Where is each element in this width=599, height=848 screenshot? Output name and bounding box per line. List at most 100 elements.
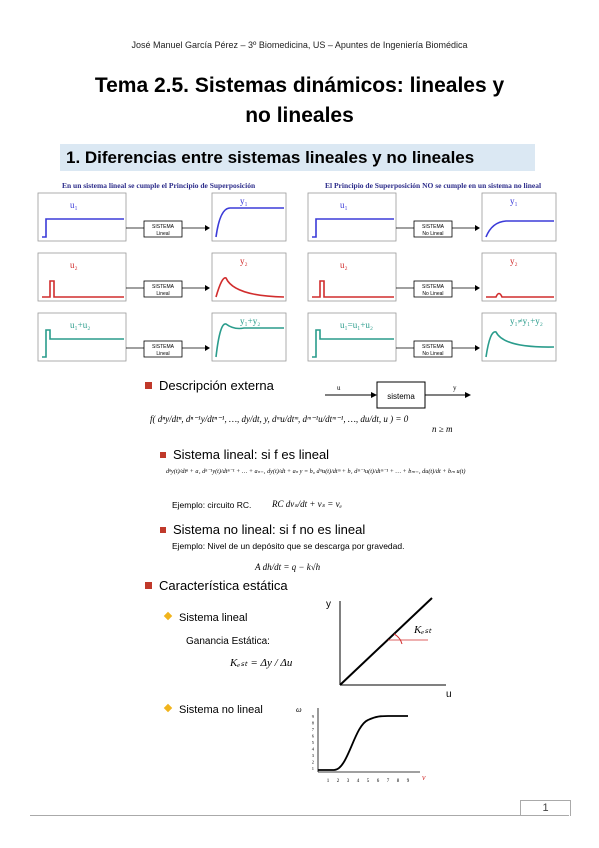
- input-signal-label: u₂: [70, 260, 78, 270]
- bullet-square-icon: [145, 582, 152, 589]
- bullet-square-icon: [145, 382, 152, 389]
- system-box-label: SISTEMA: [152, 284, 175, 290]
- output-signal-label: y₁: [240, 196, 248, 206]
- system-box-sublabel: No Lineal: [422, 351, 443, 357]
- nl-y-tick-label: 3: [312, 753, 315, 758]
- system-box-label: SISTEMA: [422, 224, 445, 230]
- system-box: [143, 340, 183, 358]
- output-signal: [486, 292, 554, 298]
- output-plot-panel: [481, 252, 557, 302]
- input-signal-label: u₁: [70, 200, 78, 210]
- tank-example-label: Ejemplo: Nivel de un depósito que se des…: [172, 541, 405, 551]
- diamond-bullet-icon: [163, 611, 173, 621]
- input-signal: [42, 280, 124, 298]
- title-line-1: Tema 2.5. Sistemas dinámicos: lineales y: [94, 74, 505, 97]
- input-signal-label: u₁: [340, 200, 348, 210]
- system-box-sublabel: Lineal: [156, 351, 169, 357]
- nl-y-tick-label: 8: [312, 721, 315, 726]
- input-signal-label: u₁=u₁+u₂: [340, 320, 373, 330]
- output-signal: [485, 220, 554, 238]
- input-plot-panel: [307, 312, 397, 362]
- output-plot-panel: [211, 312, 287, 362]
- rc-example-label: Ejemplo: circuito RC.: [172, 500, 252, 510]
- axis-y-label: y: [326, 599, 331, 610]
- sistema-no-lineal-static-item: Sistema no lineal: [163, 703, 263, 716]
- footer-rule: [30, 815, 569, 816]
- bullet-square-icon: [160, 452, 166, 458]
- sistema-lineal-label: Sistema lineal: si f es lineal: [173, 447, 330, 462]
- nl-x-tick-label: 8: [397, 779, 400, 784]
- nl-x-tick-label: 9: [407, 779, 410, 784]
- input-signal: [42, 329, 124, 358]
- input-signal: [312, 329, 394, 358]
- system-block-diagram: sistema u y: [325, 381, 471, 409]
- nl-sigmoid-curve: [318, 715, 408, 771]
- output-plot-panel: [211, 192, 287, 242]
- kest-label: Kₑₛₜ: [413, 624, 432, 636]
- nl-y-tick-label: 4: [312, 747, 315, 752]
- linear-line: [339, 597, 433, 686]
- output-signal: [485, 331, 555, 358]
- output-plot-panel: [481, 312, 557, 362]
- block-input-label: u: [337, 384, 341, 392]
- sistema-no-lineal-static-label: Sistema no lineal: [179, 704, 263, 716]
- output-signal-label: y₂: [240, 256, 248, 266]
- nl-x-tick-label: 1: [327, 779, 330, 784]
- system-box: [143, 280, 183, 298]
- system-box-sublabel: No Lineal: [422, 231, 443, 237]
- nl-x-tick-label: 2: [337, 779, 340, 784]
- sistema-no-lineal-item: Sistema no lineal: si f no es lineal: [160, 522, 365, 537]
- input-signal-label: u₁+u₂: [70, 320, 90, 330]
- system-box-label: SISTEMA: [422, 344, 445, 350]
- input-signal: [312, 218, 394, 238]
- output-signal: [215, 277, 285, 298]
- nl-axis-y-label: ω: [296, 705, 302, 714]
- tank-equation: A dh/dt = q − k√h: [255, 562, 321, 572]
- right-figure-caption: El Principio de Superposición NO se cump…: [325, 181, 542, 190]
- nl-y-tick-label: 6: [312, 734, 315, 739]
- input-plot-panel: [307, 252, 397, 302]
- page-number: 1: [520, 800, 571, 816]
- input-signal: [312, 280, 394, 298]
- ganancia-label: Ganancia Estática:: [186, 636, 270, 647]
- sistema-lineal-item: Sistema lineal: si f es lineal: [160, 447, 329, 462]
- document-title: Tema 2.5. Sistemas dinámicos: lineales y…: [40, 71, 559, 131]
- system-box: [413, 220, 453, 238]
- nl-y-tick-label: 5: [312, 740, 315, 745]
- sistema-no-lineal-label: Sistema no lineal: si f no es lineal: [173, 522, 366, 537]
- nl-x-tick-label: 7: [387, 779, 390, 784]
- output-signal: [215, 207, 284, 238]
- nl-y-tick-label: 9: [312, 714, 315, 719]
- sistema-lineal-static-item: Sistema lineal: [163, 611, 247, 624]
- system-box: [413, 340, 453, 358]
- nl-x-tick-label: 5: [367, 779, 370, 784]
- bullet-square-icon: [160, 527, 166, 533]
- linear-system-diagram: u₁SISTEMALinealy₁u₂SISTEMALinealy₂u₁+u₂S…: [37, 192, 287, 362]
- output-plot-panel: [481, 192, 557, 242]
- linear-static-chart: y u Kₑₛₜ: [326, 597, 452, 700]
- nl-y-tick-label: 1: [312, 766, 314, 771]
- diamond-bullet-icon: [163, 703, 173, 713]
- output-signal-label: y₂: [510, 256, 518, 266]
- block-output-label: y: [453, 384, 457, 392]
- kest-equation: Kₑₛₜ = Δy / Δu: [230, 657, 293, 669]
- nl-x-tick-label: 6: [377, 779, 380, 784]
- nl-y-tick-label: 7: [312, 727, 315, 732]
- axis-u-label: u: [446, 689, 452, 700]
- caract-estatica-item: Característica estática: [145, 578, 288, 593]
- section-heading: 1. Diferencias entre sistemas lineales y…: [60, 144, 535, 171]
- linear-ode-equation: dⁿy(t)/dtⁿ + a₁ dⁿ⁻¹y(t)/dtⁿ⁻¹ + … + aₙ₋…: [166, 468, 466, 475]
- desc-externa-label: Descripción externa: [159, 378, 274, 393]
- desc-externa-item: Descripción externa: [145, 378, 274, 393]
- superposition-figure: u₁SISTEMALinealy₁u₂SISTEMALinealy₂u₁+u₂S…: [37, 192, 557, 362]
- system-box-sublabel: No Lineal: [422, 291, 443, 297]
- block-label: sistema: [387, 392, 415, 401]
- order-condition: n ≥ m: [432, 424, 453, 434]
- input-signal: [42, 218, 124, 238]
- output-signal-label: y₁: [510, 196, 518, 206]
- kest-angle-arc: [393, 633, 403, 645]
- nl-x-tick-label: 3: [347, 779, 350, 784]
- system-box-label: SISTEMA: [152, 344, 175, 350]
